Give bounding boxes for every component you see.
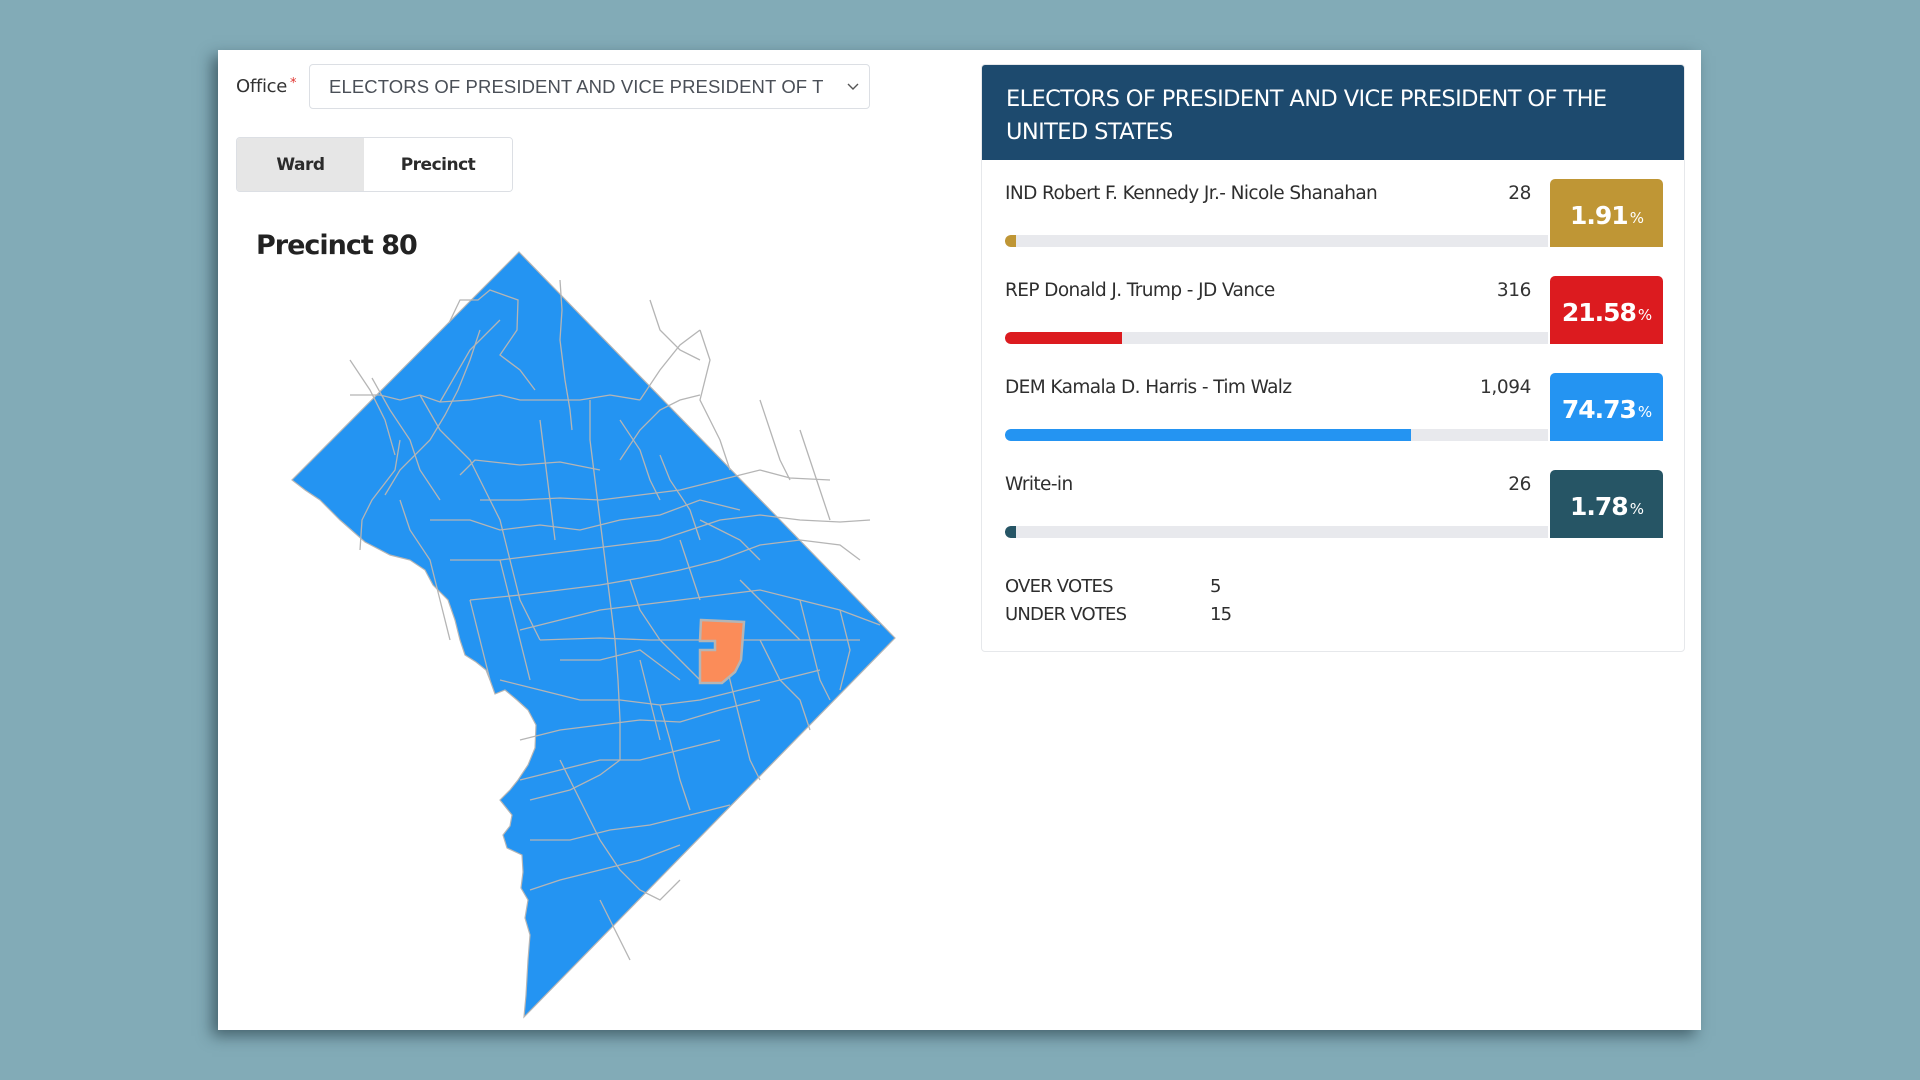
over-votes-row: OVER VOTES 5 bbox=[1005, 573, 1231, 601]
dc-outline bbox=[291, 251, 896, 1019]
candidate-votes: 28 bbox=[1508, 183, 1531, 204]
office-select[interactable]: ELECTORS OF PRESIDENT AND VICE PRESIDENT… bbox=[309, 64, 870, 109]
tab-ward[interactable]: Ward bbox=[237, 138, 364, 191]
percent-badge: 21.58% bbox=[1550, 276, 1663, 344]
vote-bar-track bbox=[1005, 429, 1548, 441]
under-votes-label: UNDER VOTES bbox=[1005, 604, 1127, 625]
vote-bar-track bbox=[1005, 526, 1548, 538]
results-panel: ELECTORS OF PRESIDENT AND VICE PRESIDENT… bbox=[981, 64, 1685, 652]
over-votes-label: OVER VOTES bbox=[1005, 576, 1114, 597]
candidate-row: Write-in 26 1.78% bbox=[1005, 470, 1663, 538]
precinct-borders bbox=[349, 279, 881, 961]
map-title: Precinct 80 bbox=[256, 230, 418, 261]
candidate-name: DEM Kamala D. Harris - Tim Walz bbox=[1005, 377, 1292, 398]
precinct-80-highlight[interactable] bbox=[698, 618, 746, 685]
percent-badge: 1.91% bbox=[1550, 179, 1663, 247]
candidate-name: IND Robert F. Kennedy Jr.- Nicole Shanah… bbox=[1005, 183, 1378, 204]
tab-precinct[interactable]: Precinct bbox=[364, 138, 512, 191]
candidate-row: DEM Kamala D. Harris - Tim Walz 1,094 74… bbox=[1005, 373, 1663, 441]
vote-bar-fill bbox=[1005, 332, 1123, 344]
under-votes-value: 15 bbox=[1210, 604, 1232, 625]
required-mark: * bbox=[290, 76, 297, 91]
vote-bar-track bbox=[1005, 235, 1548, 247]
over-votes-value: 5 bbox=[1210, 576, 1221, 597]
under-votes-row: UNDER VOTES 15 bbox=[1005, 601, 1232, 629]
view-toggle: Ward Precinct bbox=[236, 137, 513, 192]
office-select-value: ELECTORS OF PRESIDENT AND VICE PRESIDENT… bbox=[329, 75, 824, 97]
candidate-name: Write-in bbox=[1005, 474, 1073, 495]
vote-bar-fill bbox=[1005, 429, 1411, 441]
vote-totals: OVER VOTES 5 UNDER VOTES 15 bbox=[1005, 573, 1232, 629]
candidate-name: REP Donald J. Trump - JD Vance bbox=[1005, 280, 1275, 301]
vote-bar-fill bbox=[1005, 526, 1016, 538]
candidate-row: IND Robert F. Kennedy Jr.- Nicole Shanah… bbox=[1005, 179, 1663, 247]
results-title: ELECTORS OF PRESIDENT AND VICE PRESIDENT… bbox=[982, 65, 1684, 160]
candidate-votes: 316 bbox=[1496, 280, 1532, 301]
candidate-votes: 26 bbox=[1508, 474, 1531, 495]
office-label: Office * bbox=[236, 76, 297, 97]
percent-badge: 74.73% bbox=[1550, 373, 1663, 441]
candidate-row: REP Donald J. Trump - JD Vance 316 21.58… bbox=[1005, 276, 1663, 344]
candidate-votes: 1,094 bbox=[1480, 377, 1531, 398]
precinct-map[interactable] bbox=[218, 50, 918, 1030]
vote-bar-fill bbox=[1005, 235, 1016, 247]
percent-badge: 1.78% bbox=[1550, 470, 1663, 538]
vote-bar-track bbox=[1005, 332, 1548, 344]
election-results-card: Office * ELECTORS OF PRESIDENT AND VICE P… bbox=[218, 50, 1701, 1030]
chevron-down-icon bbox=[847, 83, 859, 90]
